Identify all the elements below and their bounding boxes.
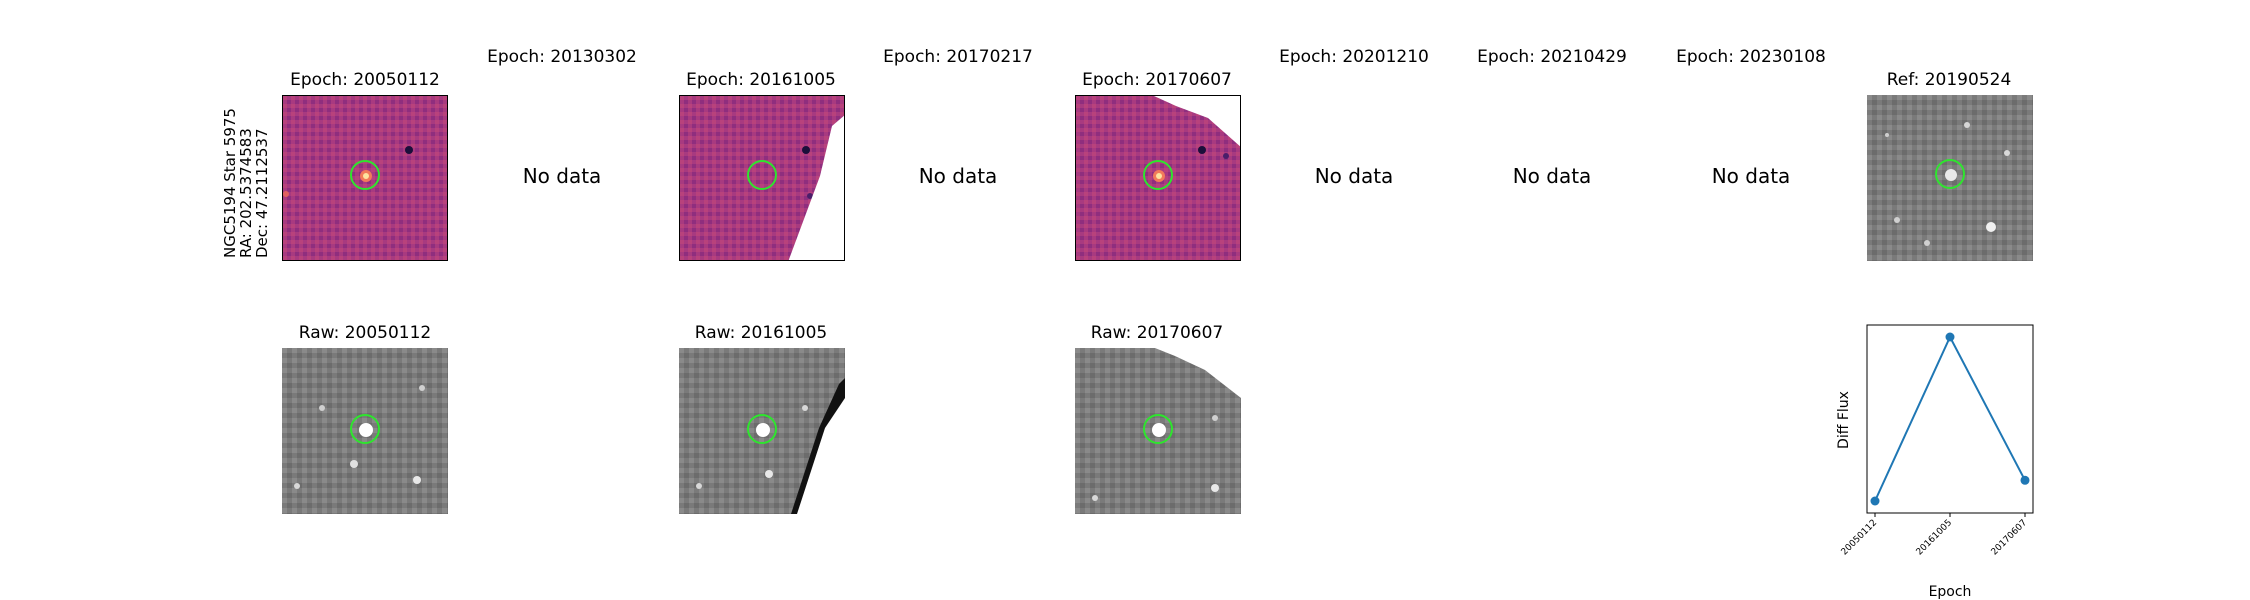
data-point	[1945, 332, 1955, 342]
raw-image	[282, 348, 448, 514]
target-info: NGC5194 Star 5975 RA: 202.5374583 Dec: 4…	[221, 108, 271, 258]
target-name: NGC5194 Star 5975	[221, 108, 239, 258]
no-data-label: No data	[1512, 164, 1592, 188]
epoch-title-3: Epoch: 20161005	[686, 70, 836, 90]
target-circle	[1935, 159, 1965, 189]
raw-title-3: Raw: 20170607	[1090, 323, 1224, 343]
difference-image	[282, 95, 448, 261]
raw-image	[1075, 348, 1241, 514]
no-data-label: No data	[522, 164, 602, 188]
no-data-label: No data	[1711, 164, 1791, 188]
epoch-title-8: Epoch: 20230108	[1676, 47, 1826, 67]
target-circle	[747, 160, 777, 190]
raw-title-2: Raw: 20161005	[694, 323, 828, 343]
data-point	[1870, 496, 1880, 506]
y-axis-label: Diff Flux	[1836, 391, 1852, 449]
target-circle	[747, 414, 777, 444]
raw-title-1: Raw: 20050112	[298, 323, 432, 343]
target-circle	[350, 414, 380, 444]
epoch-title-2: Epoch: 20130302	[487, 47, 637, 67]
x-tick-label: 20050112	[1840, 518, 1879, 557]
target-circle	[1143, 160, 1173, 190]
data-point	[2020, 475, 2030, 485]
difference-image	[679, 95, 845, 261]
epoch-title-4: Epoch: 20170217	[883, 47, 1033, 67]
raw-image	[679, 348, 845, 514]
target-dec: Dec: 47.2112537	[253, 128, 271, 258]
epoch-title-5: Epoch: 20170607	[1082, 70, 1232, 90]
target-ra: RA: 202.5374583	[237, 128, 255, 258]
ref-title: Ref: 20190524	[1886, 70, 2012, 90]
x-axis-label: Epoch	[1929, 584, 1972, 600]
target-circle	[1143, 414, 1173, 444]
epoch-title-1: Epoch: 20050112	[290, 70, 440, 90]
epoch-title-7: Epoch: 20210429	[1477, 47, 1627, 67]
no-data-label: No data	[1314, 164, 1394, 188]
difference-image	[1075, 95, 1241, 261]
x-tick-label: 20170607	[1990, 518, 2029, 557]
target-circle	[350, 160, 380, 190]
epoch-title-6: Epoch: 20201210	[1279, 47, 1429, 67]
reference-image	[1867, 95, 2033, 261]
plot-area	[1866, 324, 2034, 514]
x-tick-label: 20161005	[1915, 518, 1954, 557]
light-curve-chart: 20050112 20161005 20170607 Diff Flux Epoch	[1836, 324, 2034, 600]
no-data-label: No data	[918, 164, 998, 188]
